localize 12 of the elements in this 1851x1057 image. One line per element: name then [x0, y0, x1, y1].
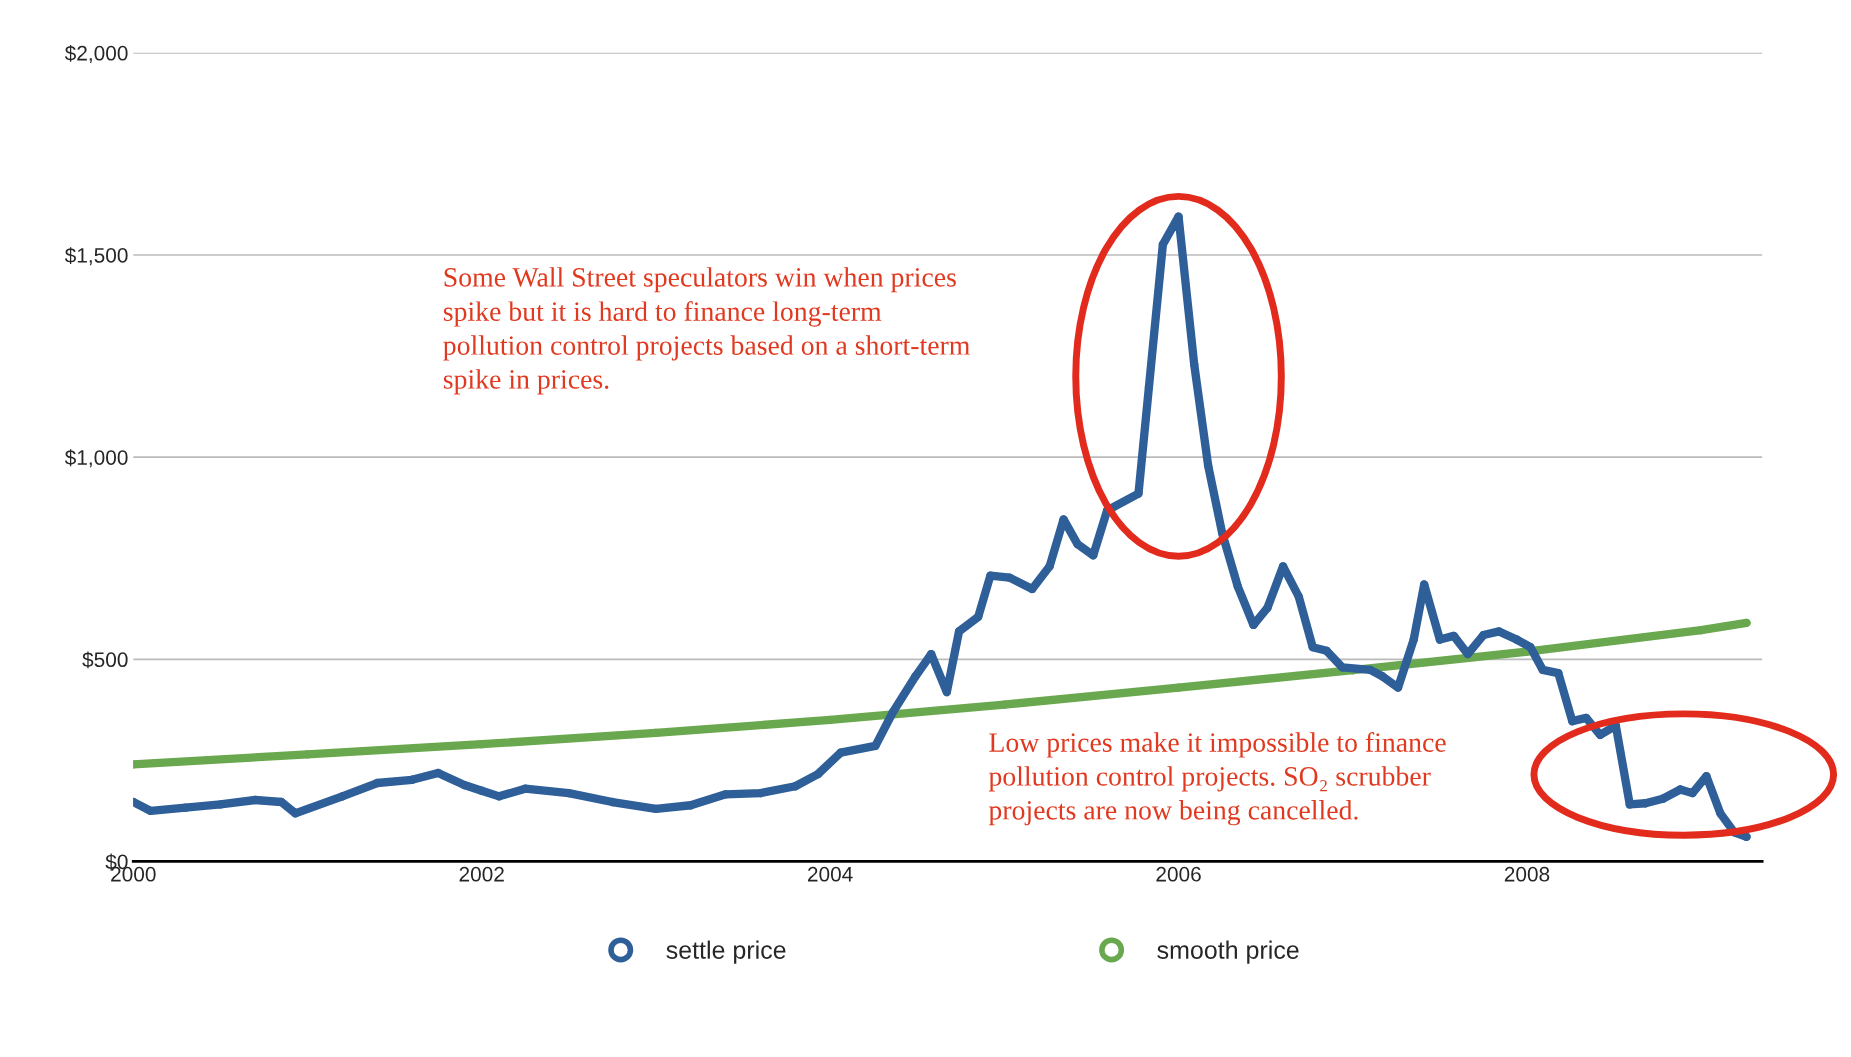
- x-tick-label: 2002: [459, 866, 504, 882]
- y-tick-label: $500: [82, 651, 128, 669]
- y-tick-label: $2,000: [64, 44, 128, 64]
- x-tick-label: 2008: [1504, 866, 1550, 882]
- legend-label: smooth price: [1157, 940, 1299, 964]
- x-tick-label: 2006: [1156, 866, 1201, 882]
- y-tick-label: $1,000: [64, 449, 128, 468]
- annotation: Some Wall Street speculators win when prices spike but it is hard to finance long-term pollution control projects based on a short-term spike in prices.: [443, 267, 970, 395]
- legend-label: settle price: [666, 940, 786, 964]
- annotation: Low prices make it impossible to finance pollution control projects. SO₂ scrubber projects are now being cancelled.: [988, 732, 1446, 826]
- x-tick-label: 2004: [808, 866, 853, 882]
- y-tick-label: $1,500: [64, 247, 128, 266]
